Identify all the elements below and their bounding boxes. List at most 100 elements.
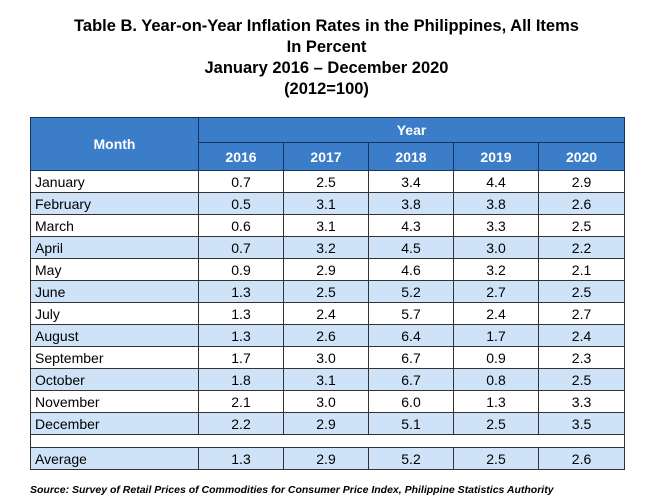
value-cell: 2.9 bbox=[283, 447, 369, 470]
value-cell: 3.8 bbox=[453, 192, 539, 215]
year-header-2018: 2018 bbox=[368, 142, 454, 171]
value-cell: 1.3 bbox=[453, 390, 539, 413]
table-row-january: January 0.7 2.5 3.4 4.4 2.9 bbox=[30, 170, 626, 193]
table-row-november: November 2.1 3.0 6.0 1.3 3.3 bbox=[30, 390, 626, 413]
value-cell: 2.9 bbox=[537, 170, 626, 193]
value-cell: 6.7 bbox=[368, 346, 454, 369]
month-cell: February bbox=[30, 192, 199, 215]
table-row-july: July 1.3 2.4 5.7 2.4 2.7 bbox=[30, 302, 626, 325]
value-cell: 1.3 bbox=[198, 280, 284, 303]
month-cell: August bbox=[30, 324, 199, 347]
table-row-august: August 1.3 2.6 6.4 1.7 2.4 bbox=[30, 324, 626, 347]
value-cell: 3.4 bbox=[368, 170, 454, 193]
table-row-april: April 0.7 3.2 4.5 3.0 2.2 bbox=[30, 236, 626, 259]
table-spacer-row bbox=[29, 434, 626, 448]
year-header-2019: 2019 bbox=[453, 142, 539, 171]
year-column-header: Year bbox=[197, 117, 626, 143]
month-column-header: Month bbox=[30, 117, 199, 171]
value-cell: 2.5 bbox=[283, 170, 369, 193]
table-subtitle-unit: In Percent bbox=[286, 38, 367, 56]
value-cell: 1.7 bbox=[453, 324, 539, 347]
value-cell: 1.8 bbox=[198, 368, 284, 391]
value-cell: 0.8 bbox=[453, 368, 539, 391]
value-cell: 2.5 bbox=[537, 214, 626, 237]
inflation-table: Month Year 2016 2017 2018 2019 2020 January 0… bbox=[29, 117, 626, 470]
table-body: January 0.7 2.5 3.4 4.4 2.9 February 0.5 3.1 3.8 3… bbox=[29, 170, 626, 470]
table-row-october: October 1.8 3.1 6.7 0.8 2.5 bbox=[30, 368, 626, 391]
value-cell: 2.3 bbox=[537, 346, 626, 369]
table-row-september: September 1.7 3.0 6.7 0.9 2.3 bbox=[30, 346, 626, 369]
table-row-average: Average 1.3 2.9 5.2 2.5 2.6 bbox=[30, 447, 626, 470]
value-cell: 2.1 bbox=[198, 390, 284, 413]
month-cell: January bbox=[30, 170, 199, 193]
value-cell: 3.3 bbox=[537, 390, 626, 413]
value-cell: 3.3 bbox=[453, 214, 539, 237]
value-cell: 3.8 bbox=[368, 192, 454, 215]
value-cell: 0.9 bbox=[453, 346, 539, 369]
spacer-cell bbox=[29, 434, 626, 448]
value-cell: 1.7 bbox=[198, 346, 284, 369]
month-cell: July bbox=[30, 302, 199, 325]
value-cell: 2.7 bbox=[537, 302, 626, 325]
table-title-block: Table B. Year-on-Year Inflation Rates in… bbox=[0, 16, 653, 100]
value-cell: 3.1 bbox=[283, 214, 369, 237]
month-cell: March bbox=[30, 214, 199, 237]
value-cell: 2.4 bbox=[453, 302, 539, 325]
year-header-2020: 2020 bbox=[537, 142, 626, 171]
value-cell: 2.6 bbox=[537, 447, 626, 470]
year-header-row: 2016 2017 2018 2019 2020 bbox=[31, 142, 626, 171]
value-cell: 3.1 bbox=[283, 192, 369, 215]
value-cell: 1.3 bbox=[198, 447, 284, 470]
value-cell: 2.5 bbox=[537, 368, 626, 391]
value-cell: 2.5 bbox=[283, 280, 369, 303]
value-cell: 4.3 bbox=[368, 214, 454, 237]
value-cell: 3.0 bbox=[283, 346, 369, 369]
table-row-february: February 0.5 3.1 3.8 3.8 2.6 bbox=[30, 192, 626, 215]
value-cell: 3.0 bbox=[453, 236, 539, 259]
value-cell: 2.6 bbox=[537, 192, 626, 215]
month-cell: September bbox=[30, 346, 199, 369]
month-cell: April bbox=[30, 236, 199, 259]
value-cell: 5.7 bbox=[368, 302, 454, 325]
value-cell: 2.5 bbox=[453, 412, 539, 435]
value-cell: 2.7 bbox=[453, 280, 539, 303]
year-header-2017: 2017 bbox=[283, 142, 369, 171]
value-cell: 2.9 bbox=[283, 258, 369, 281]
year-header-2016: 2016 bbox=[198, 142, 284, 171]
table-subtitle-period: January 2016 – December 2020 bbox=[204, 59, 449, 77]
value-cell: 6.4 bbox=[368, 324, 454, 347]
month-cell: Average bbox=[30, 447, 199, 470]
value-cell: 2.5 bbox=[453, 447, 539, 470]
table-row-june: June 1.3 2.5 5.2 2.7 2.5 bbox=[30, 280, 626, 303]
value-cell: 5.2 bbox=[368, 280, 454, 303]
value-cell: 4.6 bbox=[368, 258, 454, 281]
value-cell: 3.0 bbox=[283, 390, 369, 413]
value-cell: 0.9 bbox=[198, 258, 284, 281]
value-cell: 3.2 bbox=[453, 258, 539, 281]
value-cell: 2.2 bbox=[537, 236, 626, 259]
month-cell: November bbox=[30, 390, 199, 413]
value-cell: 2.1 bbox=[537, 258, 626, 281]
table-row-may: May 0.9 2.9 4.6 3.2 2.1 bbox=[30, 258, 626, 281]
month-cell: June bbox=[30, 280, 199, 303]
value-cell: 0.7 bbox=[198, 236, 284, 259]
month-cell: December bbox=[30, 412, 199, 435]
month-cell: May bbox=[30, 258, 199, 281]
value-cell: 1.3 bbox=[198, 302, 284, 325]
value-cell: 6.0 bbox=[368, 390, 454, 413]
table-title: Table B. Year-on-Year Inflation Rates in… bbox=[74, 17, 579, 35]
month-cell: October bbox=[30, 368, 199, 391]
value-cell: 2.4 bbox=[283, 302, 369, 325]
value-cell: 2.4 bbox=[537, 324, 626, 347]
value-cell: 0.5 bbox=[198, 192, 284, 215]
table-row-march: March 0.6 3.1 4.3 3.3 2.5 bbox=[30, 214, 626, 237]
value-cell: 4.4 bbox=[453, 170, 539, 193]
table-subtitle-base: (2012=100) bbox=[284, 80, 369, 98]
value-cell: 5.2 bbox=[368, 447, 454, 470]
value-cell: 6.7 bbox=[368, 368, 454, 391]
value-cell: 2.2 bbox=[198, 412, 284, 435]
value-cell: 4.5 bbox=[368, 236, 454, 259]
value-cell: 2.5 bbox=[537, 280, 626, 303]
table-row-december: December 2.2 2.9 5.1 2.5 3.5 bbox=[30, 412, 626, 435]
value-cell: 3.2 bbox=[283, 236, 369, 259]
